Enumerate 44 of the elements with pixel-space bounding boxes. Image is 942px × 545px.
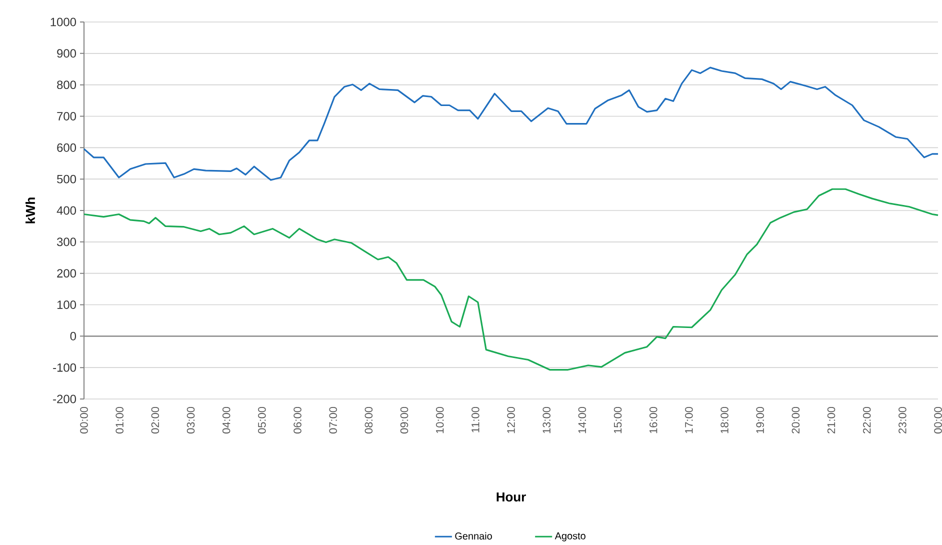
y-tick-label: 100: [57, 300, 76, 309]
y-tick-label: 500: [57, 174, 76, 184]
line-series: [83, 188, 939, 371]
legend-label: Gennaio: [455, 532, 492, 540]
y-tick-label: -100: [53, 363, 76, 372]
y-tick-label: 600: [57, 143, 76, 152]
x-tick-label: 00:00: [80, 406, 88, 434]
y-tick-label: 0: [70, 332, 76, 340]
x-tick-label: 04:00: [222, 406, 230, 434]
x-tick-label: 06:00: [294, 406, 302, 434]
x-tick-label: 15:00: [614, 406, 622, 434]
x-tick-label: 21:00: [827, 406, 836, 434]
y-axis-title: kWh: [25, 198, 35, 224]
x-tick-label: 08:00: [364, 406, 373, 434]
y-tick-label: 1000: [50, 18, 76, 26]
x-tick-label: 09:00: [400, 406, 408, 434]
x-tick-label: 02:00: [151, 406, 160, 434]
y-tick-label: -200: [53, 394, 76, 404]
y-tick-label: 800: [57, 80, 76, 90]
y-tick-label: 400: [56, 206, 76, 215]
y-tick-label: 900: [57, 49, 76, 58]
x-axis-title: Hour: [496, 492, 526, 502]
x-tick-label: 05:00: [258, 406, 266, 434]
y-tick-label: 300: [56, 238, 76, 246]
x-tick-label: 00:00: [934, 406, 942, 434]
x-tick-label: 22:00: [862, 406, 871, 434]
x-tick-label: 11:00: [472, 406, 480, 432]
x-tick-label: 12:00: [507, 406, 515, 434]
x-tick-label: 18:00: [720, 406, 728, 434]
x-tick-label: 14:00: [578, 406, 586, 434]
legend-label: Agosto: [554, 532, 586, 542]
x-tick-label: 23:00: [898, 406, 906, 434]
x-tick-label: 03:00: [186, 406, 195, 434]
y-tick-label: 700: [57, 112, 76, 120]
x-tick-label: 16:00: [649, 406, 658, 434]
y-tick-label: 200: [57, 269, 76, 278]
x-tick-label: 01:00: [116, 406, 124, 434]
x-tick-label: 20:00: [792, 406, 800, 434]
line-series: [83, 66, 939, 181]
x-tick-label: 19:00: [756, 406, 764, 434]
x-tick-label: 07:00: [329, 406, 337, 434]
x-tick-label: 10:00: [436, 406, 444, 434]
x-tick-label: 13:00: [542, 406, 550, 434]
x-tick-label: 17:00: [685, 406, 693, 434]
